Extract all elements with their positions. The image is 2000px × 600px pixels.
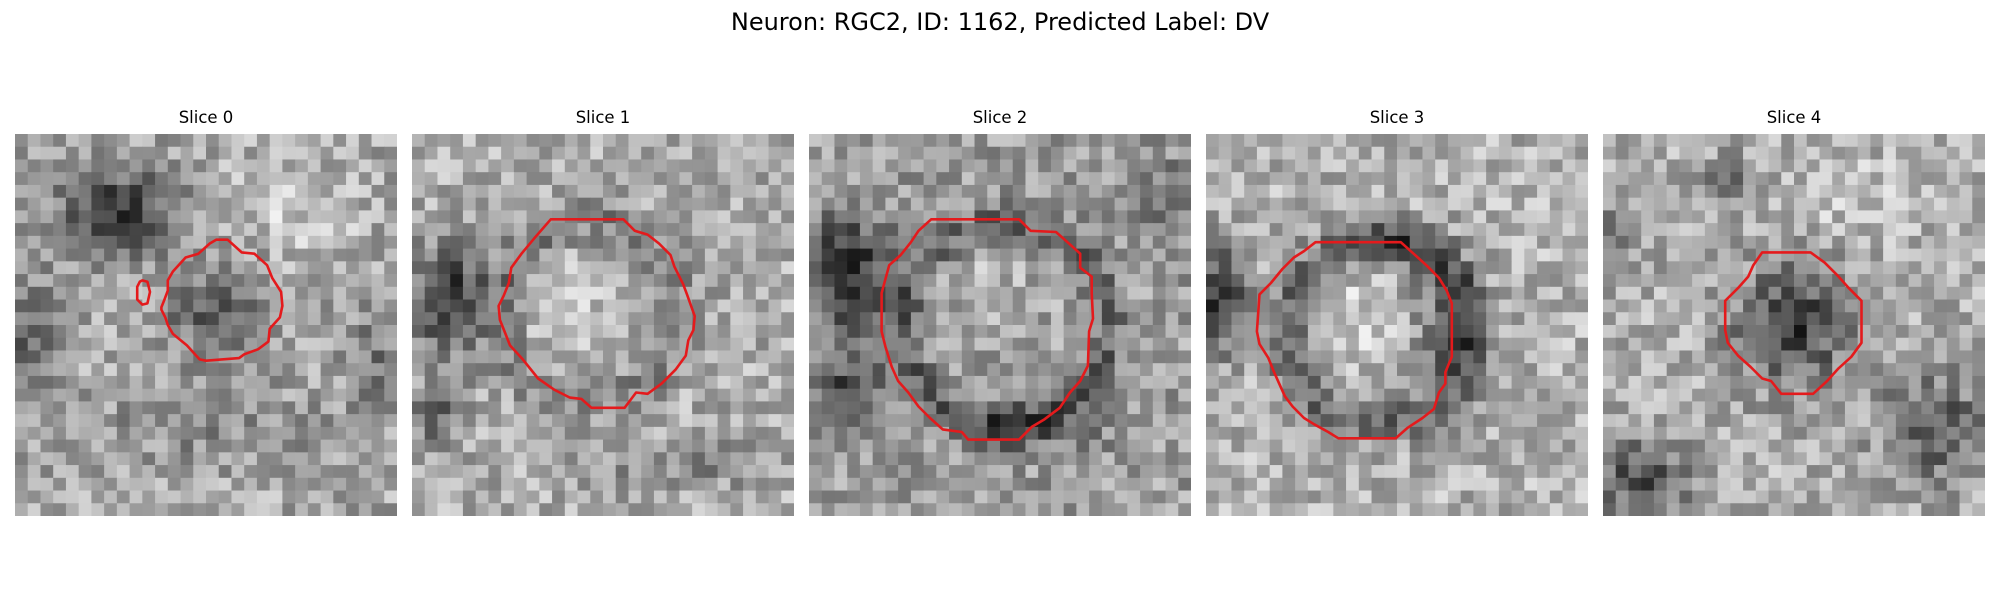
slice-title-0: Slice 0: [178, 108, 234, 127]
slice-0-roi-contour: [160, 238, 284, 362]
slice-image-3: [1206, 134, 1588, 516]
slice-title-3: Slice 3: [1369, 108, 1425, 127]
slice-title-1: Slice 1: [575, 108, 631, 127]
slice-title-2: Slice 2: [972, 108, 1028, 127]
slice-panel-0: Slice 0: [15, 106, 397, 518]
slice-1-roi-contour: [497, 218, 697, 410]
slice-panel-4: Slice 4: [1603, 106, 1985, 518]
slice-3-roi-contour: [1255, 240, 1454, 440]
slice-panel-2: Slice 2: [809, 106, 1191, 518]
slice-image-0: [15, 134, 397, 516]
slice-image-4: [1603, 134, 1985, 516]
slice-image-1: [412, 134, 794, 516]
slice-2-roi-contour: [880, 218, 1095, 441]
slice-panel-1: Slice 1: [412, 106, 794, 518]
slice-title-4: Slice 4: [1766, 108, 1822, 127]
slice-0-roi-contour-1: [135, 279, 152, 306]
figure-title: Neuron: RGC2, ID: 1162, Predicted Label:…: [730, 8, 1270, 36]
slice-4-roi-contour: [1723, 251, 1863, 396]
slice-image-2: [809, 134, 1191, 516]
slice-panel-3: Slice 3: [1206, 106, 1588, 518]
